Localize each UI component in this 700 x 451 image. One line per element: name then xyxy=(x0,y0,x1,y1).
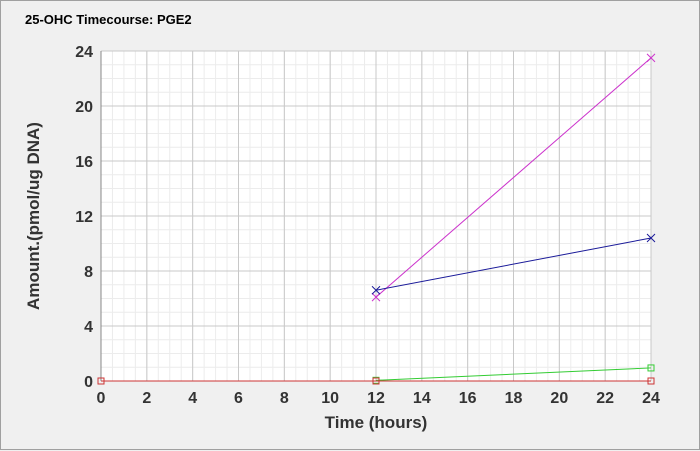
x-tick-label: 20 xyxy=(550,390,568,407)
x-tick-label: 2 xyxy=(142,390,151,407)
y-tick-label: 12 xyxy=(75,209,93,226)
y-tick-label: 20 xyxy=(75,99,93,116)
marker-stroke xyxy=(646,53,656,63)
x-axis-title: Time (hours) xyxy=(325,413,428,432)
y-tick-label: 0 xyxy=(84,374,93,391)
x-tick-label: 8 xyxy=(280,390,289,407)
y-tick-label: 24 xyxy=(75,44,93,61)
x-tick-label: 4 xyxy=(188,390,197,407)
data-point xyxy=(372,377,380,385)
x-tick-labels: 0 2 4 6 8 10 12 14 16 18 20 22 24 xyxy=(97,390,660,407)
y-tick-label: 4 xyxy=(84,319,93,336)
y-tick-label: 16 xyxy=(75,154,93,171)
x-tick-label: 14 xyxy=(413,390,431,407)
series-line-2 xyxy=(375,237,652,291)
marker-stroke xyxy=(646,233,656,243)
x-tick-label: 12 xyxy=(367,390,385,407)
marker-stroke xyxy=(371,292,381,302)
x-tick-label: 6 xyxy=(234,390,243,407)
data-point xyxy=(371,285,381,295)
data-point xyxy=(646,53,656,63)
x-tick-label: 18 xyxy=(505,390,523,407)
x-tick-label: 22 xyxy=(596,390,614,407)
x-tick-label: 10 xyxy=(321,390,339,407)
y-axis-title: Amount.(pmol/ug DNA) xyxy=(24,122,43,310)
chart-title: 25-OHC Timecourse: PGE2 xyxy=(25,12,192,27)
series-group xyxy=(97,53,656,385)
x-tick-label: 0 xyxy=(97,390,106,407)
data-point xyxy=(647,364,655,372)
series-line-1 xyxy=(375,57,652,298)
data-point xyxy=(647,377,655,385)
data-point xyxy=(646,233,656,243)
data-point xyxy=(97,377,105,385)
x-tick-label: 16 xyxy=(459,390,477,407)
data-point xyxy=(371,292,381,302)
marker-stroke xyxy=(371,285,381,295)
x-tick-label: 24 xyxy=(642,390,660,407)
series-line-3 xyxy=(375,367,652,381)
y-tick-labels: 0 4 8 12 16 20 24 xyxy=(75,44,93,391)
y-tick-label: 8 xyxy=(84,264,93,281)
